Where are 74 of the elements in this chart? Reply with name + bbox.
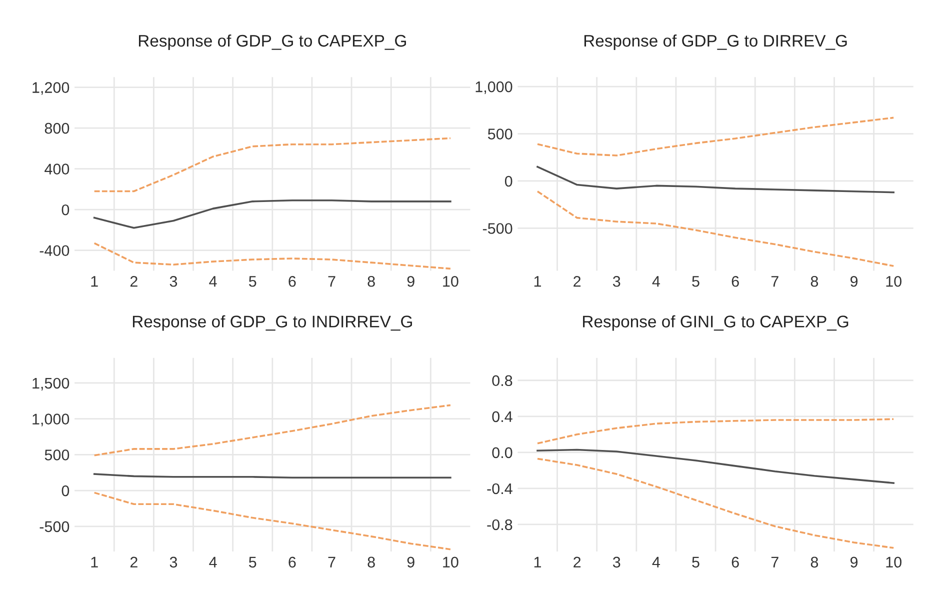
y-tick-label: 500	[44, 450, 70, 460]
line-series	[93, 492, 452, 550]
x-tick-label: 1	[534, 276, 541, 287]
x-tick-label: 8	[810, 556, 818, 568]
line-series	[536, 166, 894, 194]
line-series	[93, 137, 452, 192]
chart-title: Response of GDP_G to CAPEXP_G	[138, 34, 406, 50]
x-tick-label: 10	[886, 276, 902, 287]
x-tick-label: 9	[850, 276, 858, 287]
x-tick-label: 8	[810, 276, 818, 287]
x-tick-label: 3	[170, 276, 178, 287]
x-tick-label: 4	[209, 556, 217, 568]
x-tick-label: 4	[652, 556, 660, 568]
line-series	[93, 200, 452, 229]
chart-title: Response of GINI_G to CAPEXP_G	[583, 315, 848, 331]
y-tick-label: 500	[488, 128, 512, 140]
x-tick-label: 8	[368, 556, 375, 568]
x-tick-label: 10	[443, 276, 458, 287]
y-tick-label: -400	[40, 245, 70, 256]
x-tick-label: 1	[534, 556, 541, 568]
x-tick-label: 9	[850, 556, 858, 568]
x-tick-label: 3	[612, 556, 620, 568]
x-tick-label: 5	[248, 276, 256, 287]
x-tick-label: 5	[692, 276, 700, 287]
x-tick-label: 2	[130, 556, 138, 568]
chart-title: Response of GDP_G to INDIRREV_G	[132, 315, 412, 331]
x-tick-label: 7	[771, 556, 778, 568]
y-tick-label: 1,000	[476, 81, 512, 94]
y-tick-label: 0.0	[492, 447, 512, 458]
line-series	[93, 242, 452, 270]
x-tick-label: 10	[443, 556, 458, 568]
x-tick-label: 1	[91, 276, 98, 287]
x-tick-label: 1	[91, 556, 98, 568]
x-tick-label: 6	[288, 556, 296, 568]
chart-title: Response of GDP_G to DIRREV_G	[584, 34, 847, 50]
y-tick-label: -0.8	[487, 519, 512, 530]
y-tick-label: -0.4	[487, 483, 512, 494]
y-tick-label: -500	[40, 521, 70, 532]
x-tick-label: 3	[612, 276, 620, 287]
x-tick-label: 5	[692, 556, 700, 568]
x-tick-label: 7	[328, 556, 336, 568]
line-series	[536, 116, 894, 156]
x-tick-label: 3	[170, 556, 178, 568]
y-tick-label: 0	[504, 176, 512, 187]
y-tick-label: 0	[62, 485, 70, 496]
x-tick-label: 2	[130, 276, 138, 287]
y-tick-label: 800	[44, 122, 70, 134]
x-tick-label: 6	[732, 276, 739, 287]
x-tick-label: 2	[574, 556, 581, 568]
line-series	[536, 190, 894, 267]
y-tick-label: 0.4	[492, 411, 512, 422]
y-tick-label: 1,000	[32, 414, 70, 426]
x-tick-label: 6	[288, 276, 296, 287]
x-tick-label: 6	[732, 556, 739, 568]
x-tick-label: 9	[407, 276, 414, 287]
x-tick-label: 2	[574, 276, 581, 287]
y-tick-label: 0.8	[492, 375, 512, 386]
x-tick-label: 8	[368, 276, 375, 287]
x-tick-label: 5	[248, 556, 256, 568]
x-tick-label: 10	[886, 556, 902, 568]
x-tick-label: 7	[771, 276, 778, 287]
line-series	[536, 458, 894, 549]
y-tick-label: 0	[62, 204, 70, 216]
line-series	[93, 404, 452, 456]
y-tick-label: -500	[482, 223, 512, 234]
x-tick-label: 9	[407, 556, 414, 568]
x-tick-label: 7	[328, 276, 336, 287]
y-tick-label: 1,200	[32, 82, 70, 95]
line-series	[536, 418, 894, 444]
y-tick-label: 1,500	[32, 378, 70, 390]
line-series	[536, 448, 894, 484]
y-tick-label: 400	[44, 164, 70, 174]
x-tick-label: 4	[209, 276, 217, 287]
x-tick-label: 4	[652, 276, 660, 287]
